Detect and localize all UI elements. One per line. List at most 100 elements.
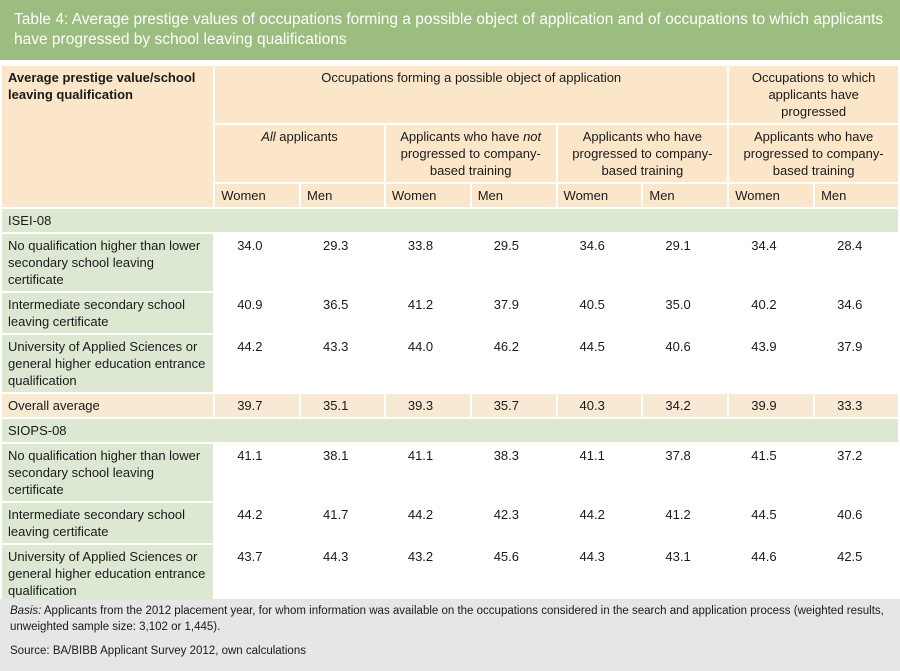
col-women-4: Women (729, 184, 814, 207)
value-cell: 36.5 (301, 293, 384, 333)
source-note: Source: BA/BIBB Applicant Survey 2012, o… (10, 645, 306, 657)
value-cell: 45.6 (471, 545, 556, 602)
value-cell: 37.9 (471, 293, 556, 333)
table-row: University of Applied Sciences or genera… (2, 335, 898, 392)
value-cell: 34.2 (643, 394, 728, 417)
section-title: ISEI-08 (2, 209, 898, 232)
col-men-2: Men (471, 184, 556, 207)
value-cell: 35.1 (301, 394, 384, 417)
row-label: Overall average (2, 394, 214, 417)
value-cell: 44.3 (557, 545, 642, 602)
value-cell: 29.3 (301, 234, 384, 291)
subheader-all-em: All (261, 129, 276, 144)
row-label: Intermediate secondary school leaving ce… (2, 293, 214, 333)
value-cell: 40.3 (557, 394, 642, 417)
basis-note: Basis: Applicants from the 2012 placemen… (10, 603, 890, 635)
value-cell: 39.3 (385, 394, 470, 417)
table-title-bar: Table 4: Average prestige values of occu… (0, 0, 900, 60)
value-cell: 41.2 (385, 293, 470, 333)
table-row: Intermediate secondary school leaving ce… (2, 293, 898, 333)
value-cell: 29.5 (471, 234, 556, 291)
value-cell: 41.2 (643, 503, 728, 543)
value-cell: 35.7 (471, 394, 556, 417)
value-cell: 44.2 (215, 335, 300, 392)
subheader-progressed: Applicants who have progressed to compan… (557, 125, 728, 182)
subheader-all-applicants: All applicants (215, 125, 384, 182)
col-women-2: Women (385, 184, 470, 207)
value-cell: 41.1 (215, 444, 300, 501)
row-label: University of Applied Sciences or genera… (2, 335, 214, 392)
value-cell: 28.4 (815, 234, 898, 291)
value-cell: 29.1 (643, 234, 728, 291)
value-cell: 44.0 (385, 335, 470, 392)
section-header-row: SIOPS-08 (2, 419, 898, 442)
col-men-3: Men (643, 184, 728, 207)
value-cell: 43.3 (301, 335, 384, 392)
table-row: University of Applied Sciences or genera… (2, 545, 898, 602)
value-cell: 41.7 (301, 503, 384, 543)
value-cell: 40.5 (557, 293, 642, 333)
table-title: Table 4: Average prestige values of occu… (14, 11, 884, 48)
basis-label: Basis: (10, 605, 42, 617)
table-body: ISEI-08 No qualification higher than lowe… (2, 209, 898, 627)
overall-average-row: Overall average 39.7 35.1 39.3 35.7 40.3 34.2 3… (2, 394, 898, 417)
value-cell: 40.9 (215, 293, 300, 333)
col-men-1: Men (301, 184, 384, 207)
section-header-row: ISEI-08 (2, 209, 898, 232)
value-cell: 38.3 (471, 444, 556, 501)
value-cell: 41.1 (557, 444, 642, 501)
value-cell: 43.2 (385, 545, 470, 602)
value-cell: 44.6 (729, 545, 814, 602)
subheader-progressed-2: Applicants who have progressed to compan… (729, 125, 898, 182)
value-cell: 34.6 (815, 293, 898, 333)
value-cell: 40.2 (729, 293, 814, 333)
value-cell: 33.8 (385, 234, 470, 291)
value-cell: 34.4 (729, 234, 814, 291)
subheader-notprog-a: Applicants who have (400, 129, 524, 144)
basis-text: Applicants from the 2012 placement year,… (10, 605, 884, 633)
value-cell: 43.1 (643, 545, 728, 602)
value-cell: 46.2 (471, 335, 556, 392)
value-cell: 44.2 (215, 503, 300, 543)
value-cell: 33.3 (815, 394, 898, 417)
table-row: No qualification higher than lower secon… (2, 234, 898, 291)
value-cell: 44.3 (301, 545, 384, 602)
value-cell: 40.6 (815, 503, 898, 543)
table-row: No qualification higher than lower secon… (2, 444, 898, 501)
row-label-header: Average prestige value/school leaving qu… (2, 66, 214, 207)
subheader-not-progressed: Applicants who have not progressed to co… (385, 125, 556, 182)
value-cell: 41.1 (385, 444, 470, 501)
value-cell: 37.2 (815, 444, 898, 501)
section-title: SIOPS-08 (2, 419, 898, 442)
value-cell: 34.6 (557, 234, 642, 291)
value-cell: 44.5 (557, 335, 642, 392)
row-label: University of Applied Sciences or genera… (2, 545, 214, 602)
value-cell: 43.9 (729, 335, 814, 392)
table-footer: Basis: Applicants from the 2012 placemen… (0, 599, 900, 671)
group-header-application: Occupations forming a possible object of… (215, 66, 728, 123)
table-row: Intermediate secondary school leaving ce… (2, 503, 898, 543)
value-cell: 41.5 (729, 444, 814, 501)
value-cell: 35.0 (643, 293, 728, 333)
row-label: No qualification higher than lower secon… (2, 444, 214, 501)
value-cell: 37.9 (815, 335, 898, 392)
row-label: Intermediate secondary school leaving ce… (2, 503, 214, 543)
prestige-table: Average prestige value/school leaving qu… (0, 64, 900, 629)
value-cell: 44.2 (385, 503, 470, 543)
value-cell: 38.1 (301, 444, 384, 501)
group-header-progressed: Occupations to which applicants have pro… (729, 66, 898, 123)
value-cell: 34.0 (215, 234, 300, 291)
subheader-all-rest: applicants (275, 129, 338, 144)
value-cell: 44.2 (557, 503, 642, 543)
value-cell: 44.5 (729, 503, 814, 543)
subheader-notprog-b: progressed to company-based training (400, 146, 541, 178)
col-women-1: Women (215, 184, 300, 207)
subheader-notprog-em: not (523, 129, 542, 144)
value-cell: 43.7 (215, 545, 300, 602)
row-label: No qualification higher than lower secon… (2, 234, 214, 291)
col-men-4: Men (815, 184, 898, 207)
col-women-3: Women (557, 184, 642, 207)
value-cell: 39.9 (729, 394, 814, 417)
value-cell: 42.3 (471, 503, 556, 543)
